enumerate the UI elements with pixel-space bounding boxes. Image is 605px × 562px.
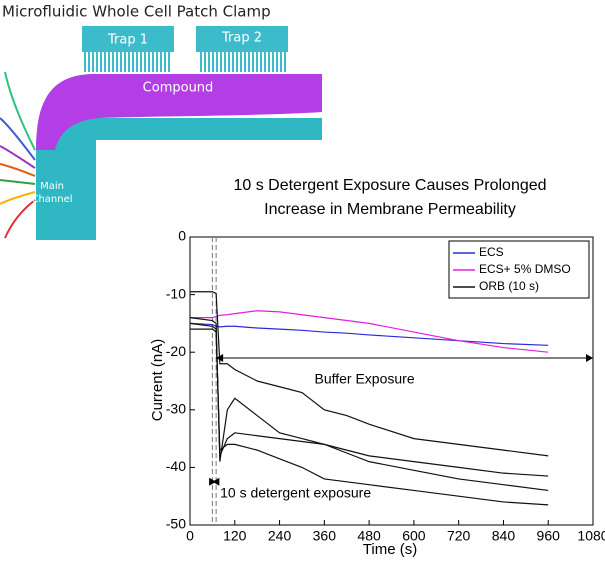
x-tick-label: 960 — [537, 528, 561, 544]
x-axis-label: Time (s) — [363, 541, 417, 558]
series-line — [190, 310, 549, 353]
annotation-text: 10 s detergent exposure — [220, 485, 371, 501]
electrodes — [0, 71, 36, 239]
electrode — [4, 71, 36, 151]
x-tick-label: 0 — [186, 528, 194, 544]
legend-label: ORB (10 s) — [479, 279, 539, 293]
legend-label: ECS+ 5% DMSO — [479, 262, 571, 276]
arrow-head — [586, 353, 593, 362]
series-line — [189, 322, 549, 492]
electrode — [0, 179, 36, 185]
electrode — [0, 145, 36, 169]
trap-label: Trap 1 — [107, 33, 148, 48]
legend-label: ECS — [479, 245, 504, 259]
trap-2-comb — [198, 52, 286, 72]
compound-channel — [36, 74, 322, 150]
trap-1-comb — [84, 52, 172, 72]
electrode — [0, 117, 36, 161]
diagram-title: Microfluidic Whole Cell Patch Clamp — [2, 3, 271, 21]
x-tick-label: 480 — [357, 528, 381, 544]
diagram: Microfluidic Whole Cell Patch Clamp Trap… — [0, 3, 322, 240]
arrow-head — [216, 353, 224, 362]
main-channel-label: Channel — [31, 194, 72, 205]
x-tick-label: 240 — [268, 528, 292, 544]
y-tick-label: -50 — [166, 516, 186, 532]
electrode — [0, 191, 36, 205]
x-tick-label: 120 — [223, 528, 247, 544]
y-tick-label: -20 — [166, 343, 186, 359]
y-tick-label: -30 — [166, 401, 186, 417]
chart-title: 10 s Detergent Exposure Causes Prolonged — [233, 177, 546, 194]
arrow-head — [209, 477, 217, 486]
series-line — [189, 322, 549, 346]
compound-label: Compound — [143, 81, 214, 96]
y-tick-label: -40 — [166, 458, 186, 474]
x-tick-label: 720 — [447, 528, 471, 544]
y-axis-label: Current (nA) — [149, 339, 166, 422]
x-tick-label: 600 — [402, 528, 426, 544]
trap-2 — [196, 26, 288, 52]
x-tick-label: 360 — [313, 528, 337, 544]
series-line — [189, 317, 549, 477]
x-tick-label: 1080 — [577, 528, 605, 544]
x-tick-label: 840 — [492, 528, 516, 544]
trap-1 — [82, 26, 174, 52]
series-line — [190, 291, 549, 457]
y-tick-label: 0 — [178, 228, 186, 244]
main-channel-label: Main — [40, 181, 64, 192]
series-line — [190, 328, 549, 506]
electrode — [4, 199, 36, 239]
y-tick-label: -10 — [166, 285, 186, 301]
trap-label: Trap 2 — [221, 31, 262, 46]
electrode — [0, 163, 36, 177]
annotation-text: Buffer Exposure — [314, 371, 414, 387]
chart-title: Increase in Membrane Permeability — [264, 201, 516, 218]
plot-frame — [189, 236, 594, 526]
